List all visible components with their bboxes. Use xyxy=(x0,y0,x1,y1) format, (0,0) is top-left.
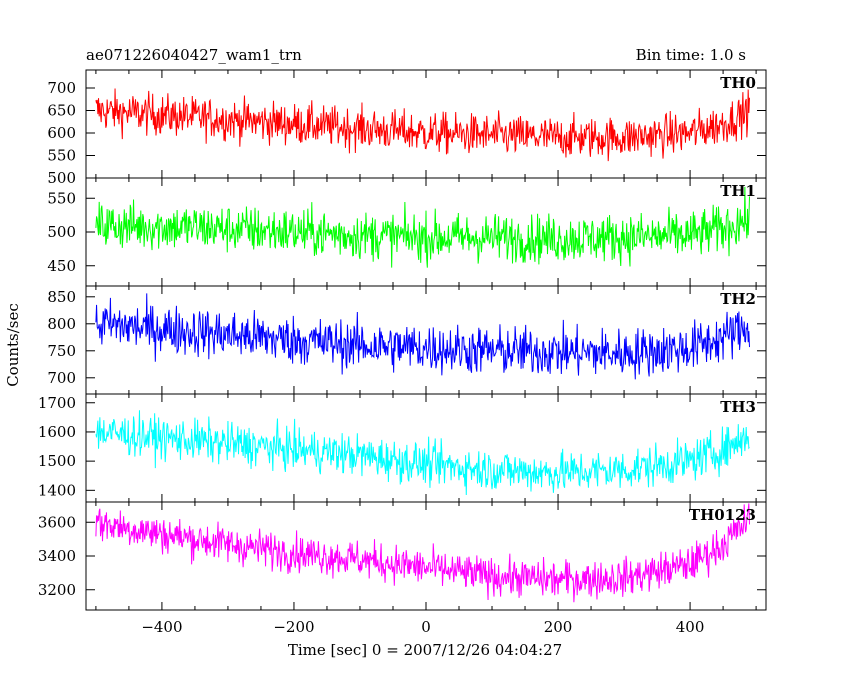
y-tick-label: 1600 xyxy=(38,423,76,441)
y-tick-label: 650 xyxy=(47,102,76,120)
series-line-th0123 xyxy=(95,503,750,603)
y-tick-label: 600 xyxy=(47,124,76,142)
y-tick-label: 550 xyxy=(47,147,76,165)
x-axis: −400 −200 0 200 400 xyxy=(141,618,704,636)
panel-label-th3: TH3 xyxy=(720,398,756,416)
series-line-th1 xyxy=(95,186,750,268)
y-tick-label: 1400 xyxy=(38,481,76,499)
x-tick-label: −400 xyxy=(141,618,182,636)
y-tick-label: 1700 xyxy=(38,394,76,412)
series-line-th2 xyxy=(95,293,750,380)
panel-th0123: 3200 3400 3600 TH0123 xyxy=(38,501,767,611)
y-tick-label: 3200 xyxy=(38,581,76,599)
panel-th2: 700 750 800 850 TH2 xyxy=(47,285,767,395)
y-axis-label: Counts/sec xyxy=(4,303,22,387)
panel-th1: 450 500 550 TH1 xyxy=(47,177,767,287)
x-tick-label: −200 xyxy=(273,618,314,636)
bin-time-label: Bin time: 1.0 s xyxy=(636,46,746,64)
panel-th3: 1400 1500 1600 1700 TH3 xyxy=(38,393,767,503)
y-tick-label: 700 xyxy=(47,79,76,97)
panel-stack: 500 550 600 650 700 TH0 450 500 550 TH1 700 750 800 8… xyxy=(38,69,767,611)
x-axis-label: Time [sec] 0 = 2007/12/26 04:04:27 xyxy=(288,641,562,659)
x-tick-label: 200 xyxy=(544,618,573,636)
panel-label-th1: TH1 xyxy=(720,182,756,200)
y-tick-label: 550 xyxy=(47,189,76,207)
y-tick-label: 850 xyxy=(47,288,76,306)
y-tick-label: 700 xyxy=(47,369,76,387)
series-line-th3 xyxy=(95,410,750,495)
y-tick-label: 800 xyxy=(47,315,76,333)
y-tick-label: 750 xyxy=(47,342,76,360)
panel-frame xyxy=(85,501,767,611)
x-tick-label: 0 xyxy=(421,618,431,636)
y-tick-label: 3600 xyxy=(38,513,76,531)
y-tick-label: 3400 xyxy=(38,547,76,565)
panel-label-th0: TH0 xyxy=(720,74,756,92)
y-tick-label: 500 xyxy=(47,223,76,241)
panel-label-th0123: TH0123 xyxy=(689,506,756,524)
y-tick-label: 500 xyxy=(47,169,76,187)
y-tick-label: 1500 xyxy=(38,452,76,470)
chart-title: ae071226040427_wam1_trn xyxy=(86,46,302,64)
panel-th0: 500 550 600 650 700 TH0 xyxy=(47,69,767,187)
panel-label-th2: TH2 xyxy=(720,290,756,308)
y-tick-label: 450 xyxy=(47,257,76,275)
x-tick-label: 400 xyxy=(676,618,705,636)
series-line-th0 xyxy=(95,88,750,162)
